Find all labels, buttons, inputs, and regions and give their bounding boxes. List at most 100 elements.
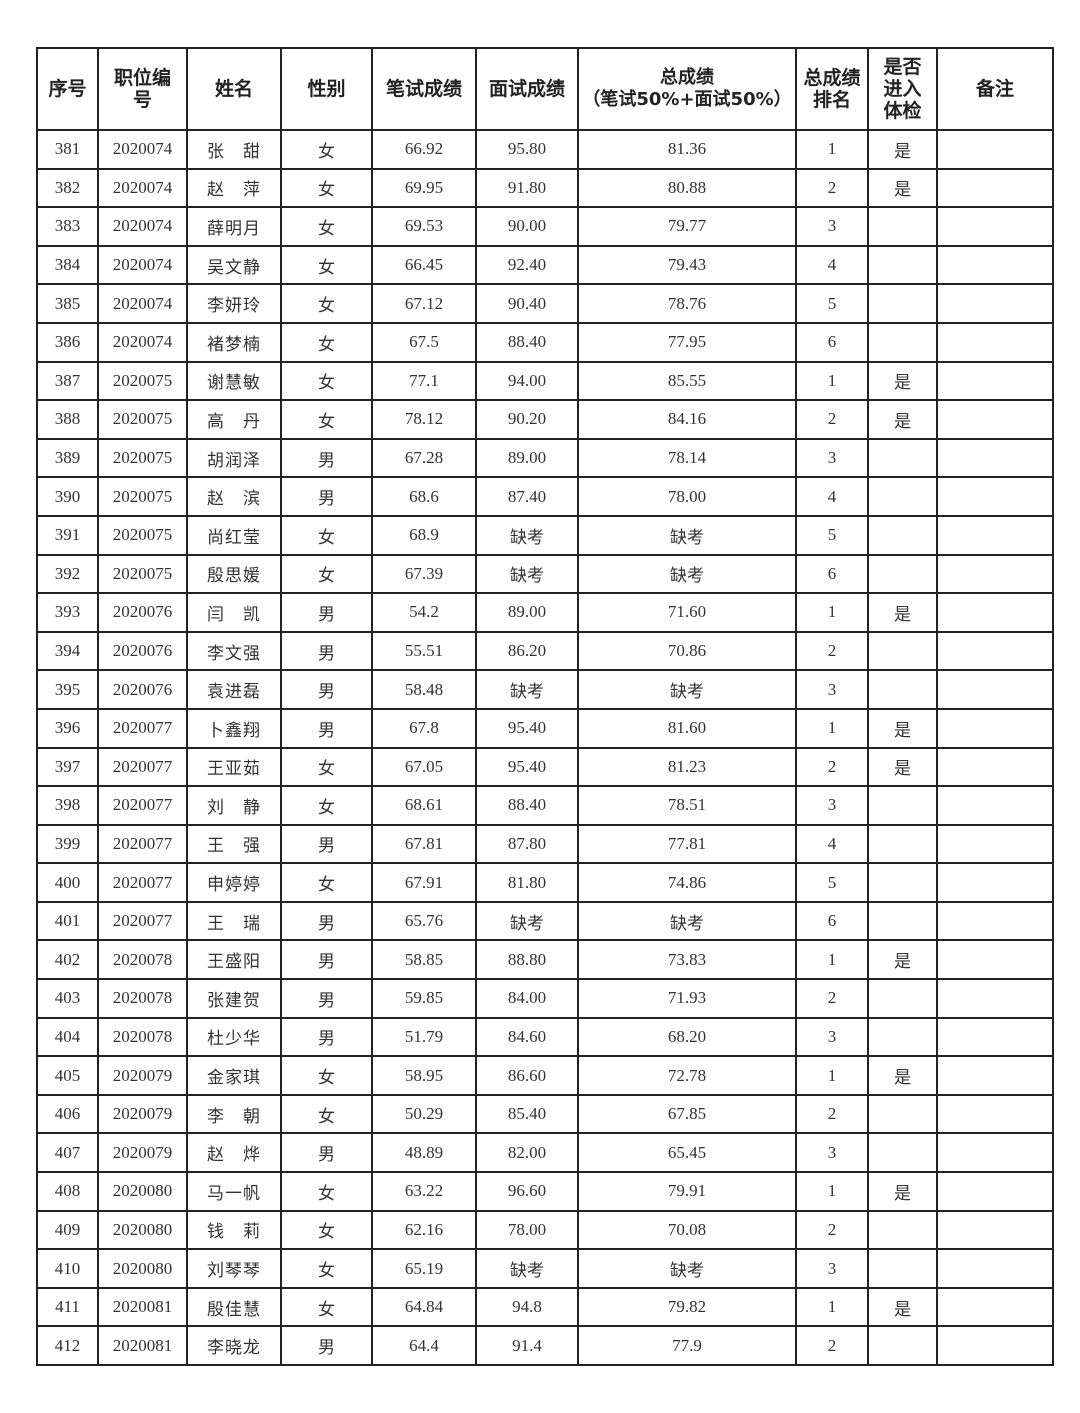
cell-interview-score: 缺考 <box>475 553 579 595</box>
cell-gender: 女 <box>280 1286 373 1328</box>
cell-physical-exam <box>867 283 938 324</box>
cell-seq: 404 <box>36 1016 99 1058</box>
cell-interview-score: 88.80 <box>475 939 579 981</box>
cell-seq: 385 <box>36 283 99 324</box>
cell-gender: 男 <box>280 1132 373 1174</box>
cell-position-code: 2020075 <box>97 360 188 402</box>
cell-seq: 395 <box>36 669 99 710</box>
cell-remarks <box>936 978 1054 1019</box>
cell-gender: 女 <box>280 244 373 286</box>
cell-seq: 382 <box>36 167 99 209</box>
header-interview-score: 面试成绩 <box>475 47 579 131</box>
table-row: 393 2020076 闫 凯男 54.2 89.00 71.60 1 是 <box>36 592 1054 633</box>
cell-interview-score: 95.40 <box>475 707 579 749</box>
cell-interview-score: 85.40 <box>475 1093 579 1135</box>
table-row: 381 2020074 张 甜女 66.92 95.80 81.36 1 是 <box>36 129 1054 170</box>
cell-seq: 389 <box>36 437 99 479</box>
cell-rank: 5 <box>795 514 869 556</box>
cell-name: 殷佳慧 <box>186 1286 282 1328</box>
cell-written-score: 66.45 <box>371 244 477 286</box>
table-row: 399 2020077 王 强男 67.81 87.80 77.81 4 <box>36 823 1054 865</box>
cell-gender: 女 <box>280 129 373 170</box>
cell-position-code: 2020081 <box>97 1325 188 1366</box>
cell-remarks <box>936 862 1054 903</box>
cell-position-code: 2020075 <box>97 437 188 479</box>
cell-total-score: 78.76 <box>577 283 797 324</box>
cell-seq: 392 <box>36 553 99 595</box>
cell-seq: 390 <box>36 476 99 517</box>
cell-interview-score: 84.00 <box>475 978 579 1019</box>
cell-seq: 399 <box>36 823 99 865</box>
cell-physical-exam <box>867 1209 938 1251</box>
cell-position-code: 2020075 <box>97 476 188 517</box>
cell-position-code: 2020074 <box>97 167 188 209</box>
cell-rank: 3 <box>795 785 869 826</box>
cell-name: 杜少华 <box>186 1016 282 1058</box>
cell-position-code: 2020074 <box>97 321 188 363</box>
cell-name: 李妍玲 <box>186 283 282 324</box>
cell-total-score: 70.86 <box>577 630 797 672</box>
cell-physical-exam <box>867 476 938 517</box>
cell-name: 王 瑞 <box>186 900 282 942</box>
cell-gender: 男 <box>280 592 373 633</box>
cell-name: 赵 萍 <box>186 167 282 209</box>
cell-interview-score: 87.80 <box>475 823 579 865</box>
cell-remarks <box>936 244 1054 286</box>
cell-rank: 1 <box>795 707 869 749</box>
cell-remarks <box>936 321 1054 363</box>
cell-name: 殷思媛 <box>186 553 282 595</box>
header-seq: 序号 <box>36 47 99 131</box>
cell-gender: 女 <box>280 1055 373 1096</box>
cell-written-score: 68.9 <box>371 514 477 556</box>
cell-written-score: 64.84 <box>371 1286 477 1328</box>
cell-remarks <box>936 1171 1054 1212</box>
cell-interview-score: 81.80 <box>475 862 579 903</box>
cell-physical-exam <box>867 823 938 865</box>
cell-written-score: 54.2 <box>371 592 477 633</box>
cell-position-code: 2020079 <box>97 1055 188 1096</box>
cell-seq: 396 <box>36 707 99 749</box>
cell-name: 张建贺 <box>186 978 282 1019</box>
cell-interview-score: 89.00 <box>475 592 579 633</box>
cell-interview-score: 90.20 <box>475 399 579 440</box>
cell-written-score: 62.16 <box>371 1209 477 1251</box>
cell-remarks <box>936 630 1054 672</box>
cell-remarks <box>936 1132 1054 1174</box>
cell-remarks <box>936 785 1054 826</box>
cell-rank: 3 <box>795 437 869 479</box>
cell-remarks <box>936 1055 1054 1096</box>
cell-rank: 4 <box>795 823 869 865</box>
cell-total-score: 79.91 <box>577 1171 797 1212</box>
cell-rank: 3 <box>795 206 869 247</box>
cell-total-score: 81.23 <box>577 746 797 788</box>
cell-gender: 男 <box>280 900 373 942</box>
table-row: 383 2020074 薛明月女 69.53 90.00 79.77 3 <box>36 206 1054 247</box>
cell-written-score: 78.12 <box>371 399 477 440</box>
cell-interview-score: 95.40 <box>475 746 579 788</box>
cell-total-score: 68.20 <box>577 1016 797 1058</box>
cell-position-code: 2020079 <box>97 1093 188 1135</box>
cell-rank: 2 <box>795 167 869 209</box>
score-table: 序号 职位编号 姓名 性别 笔试成绩 面试成绩 总成绩 （笔试50%+面试50%… <box>36 47 1054 1366</box>
cell-position-code: 2020074 <box>97 283 188 324</box>
cell-seq: 410 <box>36 1248 99 1289</box>
cell-physical-exam <box>867 900 938 942</box>
cell-interview-score: 89.00 <box>475 437 579 479</box>
cell-rank: 2 <box>795 1325 869 1366</box>
cell-seq: 397 <box>36 746 99 788</box>
cell-gender: 女 <box>280 1248 373 1289</box>
cell-written-score: 58.95 <box>371 1055 477 1096</box>
cell-physical-exam: 是 <box>867 167 938 209</box>
cell-interview-score: 88.40 <box>475 321 579 363</box>
cell-total-score: 81.60 <box>577 707 797 749</box>
cell-position-code: 2020077 <box>97 785 188 826</box>
cell-gender: 女 <box>280 283 373 324</box>
cell-rank: 1 <box>795 1055 869 1096</box>
table-row: 402 2020078 王盛阳男 58.85 88.80 73.83 1 是 <box>36 939 1054 981</box>
cell-gender: 女 <box>280 167 373 209</box>
cell-name: 胡润泽 <box>186 437 282 479</box>
cell-gender: 女 <box>280 321 373 363</box>
table-row: 409 2020080 钱 莉女 62.16 78.00 70.08 2 <box>36 1209 1054 1251</box>
cell-interview-score: 缺考 <box>475 669 579 710</box>
table-row: 397 2020077 王亚茹女 67.05 95.40 81.23 2 是 <box>36 746 1054 788</box>
